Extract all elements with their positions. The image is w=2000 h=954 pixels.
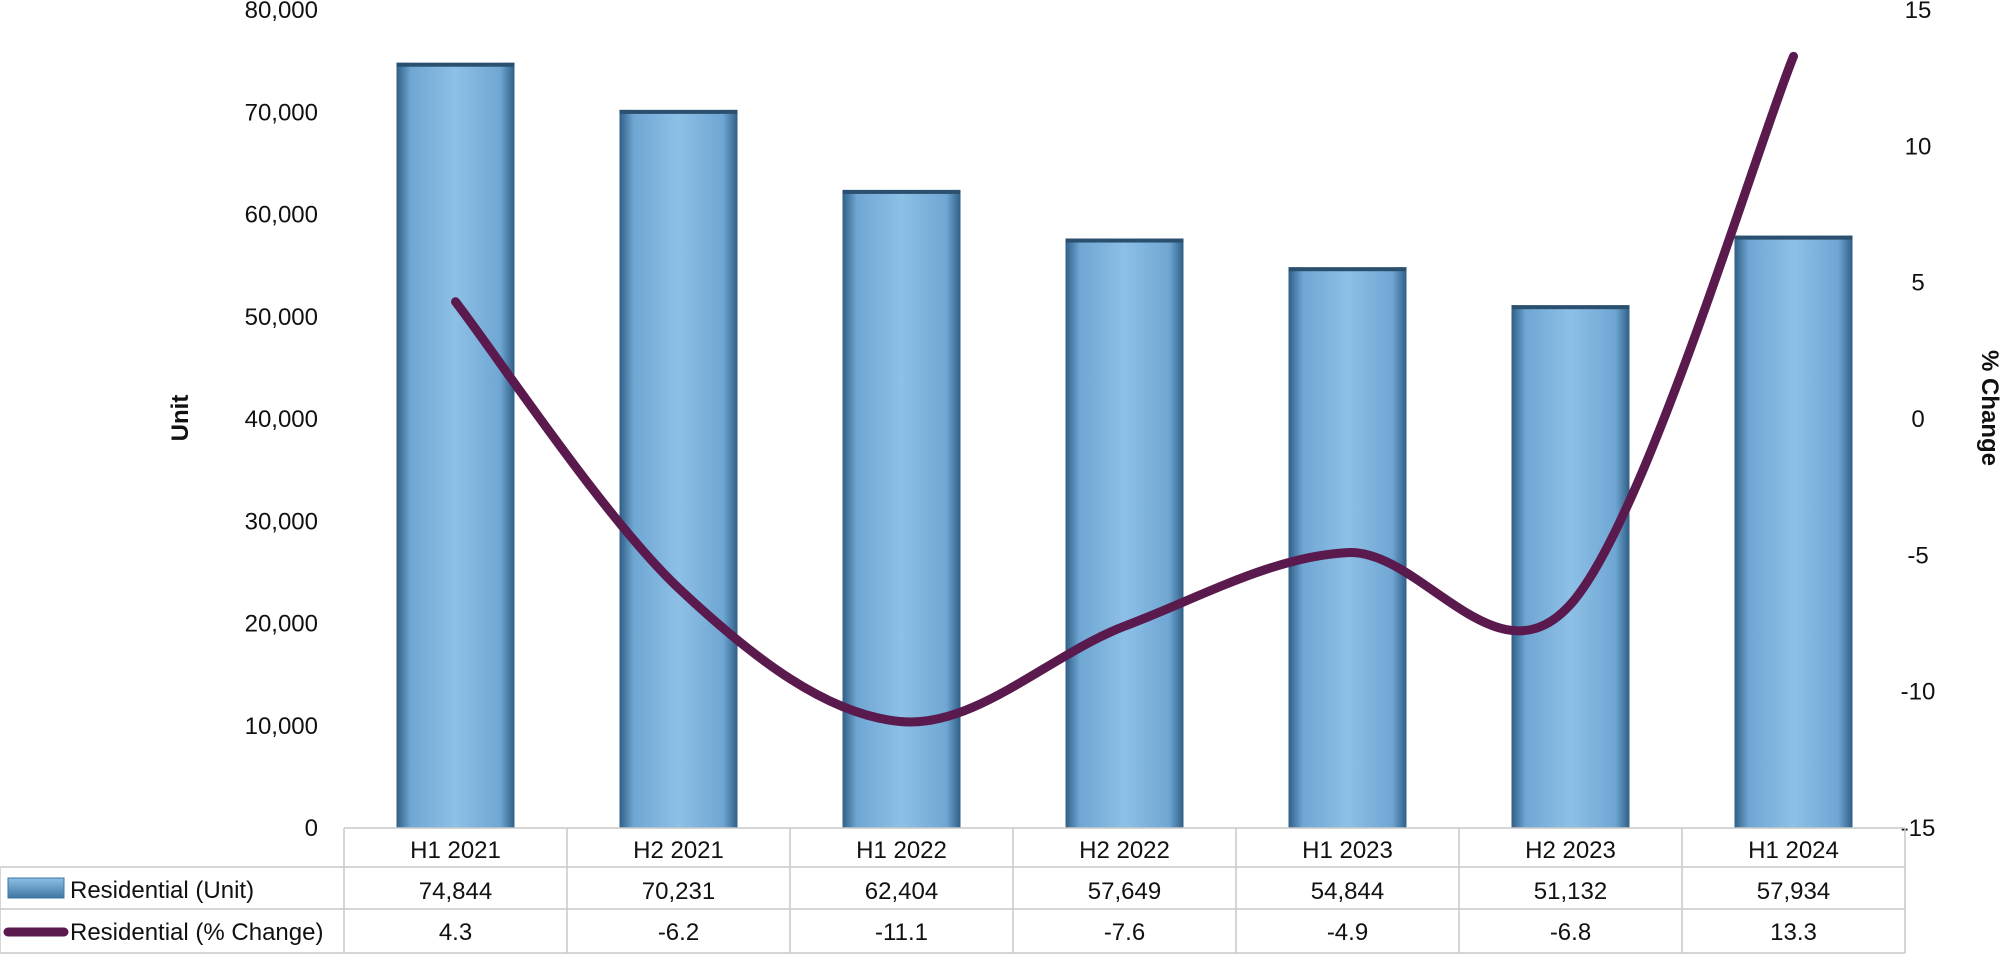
bar (619, 109, 738, 829)
left-axis-ticks: 0 10,000 20,000 30,000 40,000 50,000 60,000 70,… (245, 0, 318, 842)
legend-label-line: Residential (% Change) (70, 919, 323, 946)
category-label: H1 2024 (1748, 837, 1839, 864)
category-label: H1 2021 (410, 837, 501, 864)
bar (1511, 305, 1630, 828)
category-label: H2 2023 (1525, 837, 1616, 864)
table-cell: 13.3 (1770, 919, 1817, 946)
table-cell: 62,404 (865, 878, 938, 905)
left-tick-label: 10,000 (245, 713, 318, 740)
left-tick-label: 40,000 (245, 406, 318, 433)
right-tick-label: 10 (1905, 133, 1932, 160)
left-tick-label: 80,000 (245, 0, 318, 24)
right-axis-title: % Change (1976, 350, 2000, 466)
legend-swatch-bar (7, 877, 65, 899)
right-tick-label: -5 (1907, 542, 1928, 569)
line-series (451, 51, 1798, 727)
table-cell: 51,132 (1534, 878, 1607, 905)
legend-label-bar: Residential (Unit) (70, 877, 254, 904)
left-tick-label: 20,000 (245, 611, 318, 638)
table-cell: 70,231 (642, 878, 715, 905)
bar (842, 189, 961, 829)
table-cell: -6.8 (1550, 919, 1591, 946)
bar (1065, 238, 1184, 829)
left-tick-label: 30,000 (245, 508, 318, 535)
bar-series (396, 62, 1853, 829)
left-tick-label: 0 (305, 815, 318, 842)
bar (1734, 235, 1853, 828)
right-tick-label: -10 (1901, 679, 1936, 706)
table-cell: -4.9 (1327, 919, 1368, 946)
right-tick-label: -15 (1901, 815, 1936, 842)
table-cell: -7.6 (1104, 919, 1145, 946)
category-label: H2 2021 (633, 837, 724, 864)
table-cell: -11.1 (875, 919, 928, 946)
category-label: H1 2022 (856, 837, 947, 864)
category-label: H2 2022 (1079, 837, 1170, 864)
left-axis-title: Unit (167, 395, 194, 442)
table-cell: 54,844 (1311, 878, 1384, 905)
left-tick-label: 50,000 (245, 304, 318, 331)
right-axis-ticks: -15 -10 -5 0 5 10 15 (1901, 0, 1936, 842)
table-cell: -6.2 (658, 919, 699, 946)
left-tick-label: 60,000 (245, 202, 318, 229)
table-cell: 74,844 (419, 878, 492, 905)
table-cell: 57,649 (1088, 878, 1161, 905)
right-tick-label: 0 (1911, 406, 1924, 433)
line-path (451, 51, 1798, 727)
data-table: H1 2021 H2 2021 H1 2022 H2 2022 H1 2023 H2 20… (0, 827, 1906, 954)
bar (396, 62, 515, 829)
table-cell: 4.3 (439, 919, 472, 946)
table-cell: 57,934 (1757, 878, 1830, 905)
left-tick-label: 70,000 (245, 99, 318, 126)
category-label: H1 2023 (1302, 837, 1393, 864)
right-tick-label: 15 (1905, 0, 1932, 24)
right-tick-label: 5 (1911, 270, 1924, 297)
bar (1288, 267, 1407, 828)
